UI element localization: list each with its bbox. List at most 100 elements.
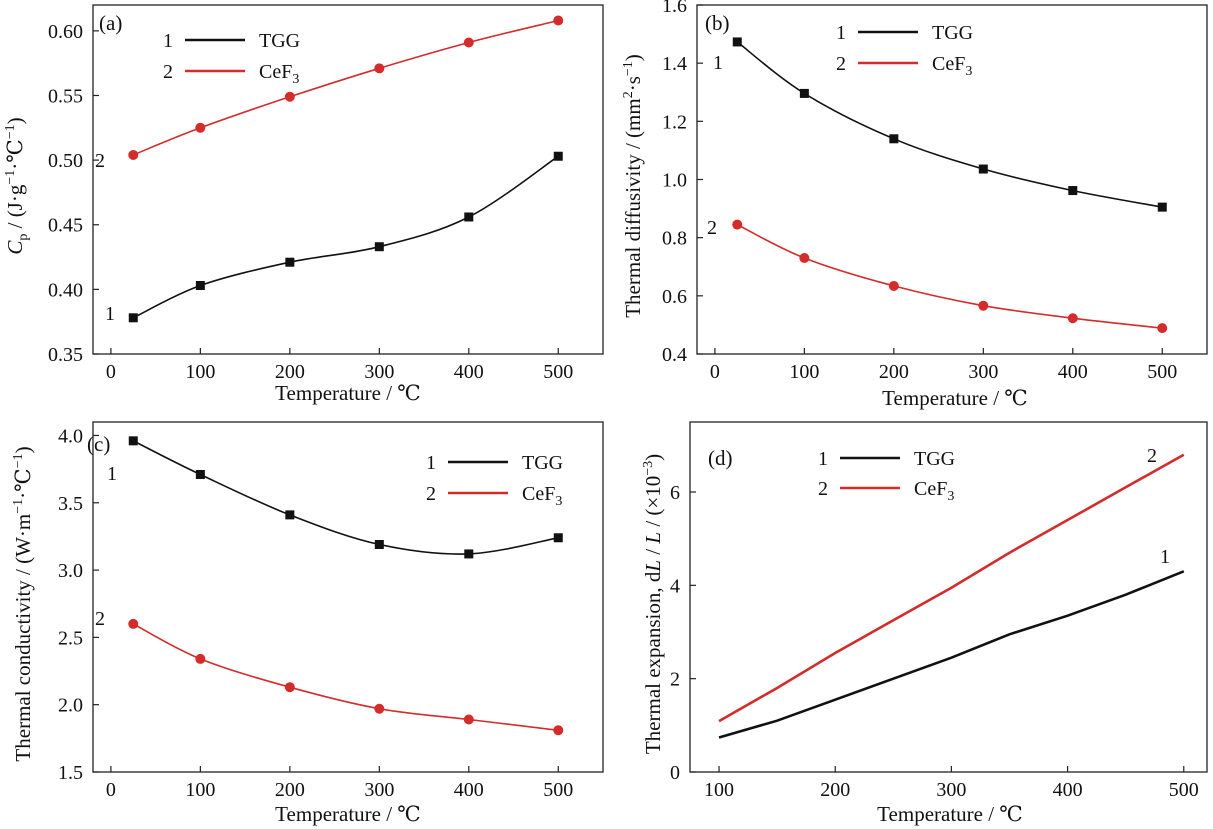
panel-b-legend-label-1: TGG xyxy=(932,22,973,44)
panel-b-legend: 1 TGG 2 CeF3 xyxy=(836,22,973,79)
panel-c-x-tick-label: 300 xyxy=(364,779,394,801)
panel-c-x-axis-label: Temperature / ℃ xyxy=(275,802,421,826)
panel-c-y-tick-label: 3.5 xyxy=(58,493,83,515)
panel-c-x-tick-label: 200 xyxy=(275,779,305,801)
panel-c-series-2-point xyxy=(284,682,295,693)
panel-d-tick-layer: 100 200 300 400 500 0 2 4 6 xyxy=(670,482,1199,801)
panel-b-series-2-point xyxy=(1157,323,1168,334)
panel-b-curve-label-1: 1 xyxy=(713,52,723,74)
panel-c-y-tick-label: 1.5 xyxy=(58,762,83,784)
panel-d-legend-number-2: 2 xyxy=(818,478,828,500)
panel-d-plot-frame xyxy=(689,421,1208,773)
panel-a-legend-label-2: CeF3 xyxy=(259,61,299,87)
panel-b-series-1-point xyxy=(1068,186,1078,196)
panel-b-y-tick-label: 1.4 xyxy=(662,53,687,75)
panel-c-legend-label-2: CeF3 xyxy=(522,483,562,509)
panel-c-series-2-point xyxy=(374,703,385,714)
panel-b-series-1-point xyxy=(799,88,809,98)
panel-c-curve-label-1: 1 xyxy=(107,463,117,485)
panel-c-series-1-point xyxy=(553,533,563,543)
panel-b-series-1-point xyxy=(889,134,899,144)
panel-b-series-2-point xyxy=(888,280,899,291)
panel-a-y-axis-label: Cp / (J·g−1·℃−1) xyxy=(3,117,31,254)
panel-a: 12 0 100 200 300 400 5000.350.400.450.500.550… xyxy=(3,4,604,405)
panel-d-legend: 1 TGG 2 CeF3 xyxy=(818,448,955,504)
panel-d-y-axis-label: Thermal expansion, dL / L / (×10−3) xyxy=(641,454,665,754)
panel-c-curve-label-2: 2 xyxy=(95,608,105,630)
panel-b-legend-label-2: CeF3 xyxy=(932,53,972,79)
panel-d-y-tick-label: 0 xyxy=(670,762,680,784)
panel-a-plot-frame xyxy=(92,4,604,355)
panel-b-x-tick-label: 0 xyxy=(710,361,720,383)
panel-b-series-2-point xyxy=(799,253,810,264)
panel-c-x-tick-label: 0 xyxy=(106,779,116,801)
panel-d-legend-label-1: TGG xyxy=(914,448,955,470)
panel-b-x-tick-label: 100 xyxy=(789,361,819,383)
panel-c-series-2-point xyxy=(128,618,139,629)
panel-c-frame-layer xyxy=(92,421,604,773)
panel-d-frame-layer xyxy=(689,421,1208,773)
panel-c-series-2-point xyxy=(195,653,206,664)
panel-b-y-tick-label: 1.0 xyxy=(662,170,687,192)
panel-d-curve-label-1: 1 xyxy=(1160,546,1170,568)
panel-a-series-1-point xyxy=(464,212,474,222)
panel-b-legend-number-2: 2 xyxy=(836,53,846,75)
panel-a-frame-layer xyxy=(92,4,604,355)
panel-a-series-2-point xyxy=(463,37,474,48)
panel-a-series-1-line xyxy=(132,155,559,319)
panel-a-y-tick-label: 0.40 xyxy=(48,279,83,301)
panel-b-y-axis-label: Thermal diffusivity / (mm2·s−1) xyxy=(621,54,645,318)
panel-c-x-tick-label: 500 xyxy=(543,779,573,801)
panel-b-tick-layer: 0 100 200 300 400 500 0.4 0.6 0.8 1.0 1.2 1.4 1.6 xyxy=(662,0,1177,383)
panel-d-legend-label-2: CeF3 xyxy=(914,478,954,504)
panel-b-x-tick-label: 300 xyxy=(968,361,998,383)
panel-b-x-tick-label: 200 xyxy=(879,361,909,383)
panel-c-x-tick-label: 100 xyxy=(185,779,215,801)
panel-c-y-tick-label: 2.5 xyxy=(58,627,83,649)
panel-d-series-1-line xyxy=(718,570,1185,739)
panel-a-y-tick-label: 0.60 xyxy=(48,21,83,43)
panel-a-series-2-point xyxy=(128,149,139,160)
panel-a-curve-label-1: 1 xyxy=(105,303,115,325)
panel-c-series-2-line xyxy=(132,623,559,732)
panel-a-x-tick-label: 500 xyxy=(543,361,573,383)
panel-a-legend-number-1: 1 xyxy=(163,30,173,52)
panel-b-series-2-point xyxy=(978,300,989,311)
panel-a-x-tick-label: 200 xyxy=(275,361,305,383)
panel-d-y-tick-label: 2 xyxy=(670,669,680,691)
panel-b: 12 0 100 200 300 400 5000.40.60.81.01.21.41.6… xyxy=(621,0,1208,410)
panel-d-y-tick-label: 4 xyxy=(670,575,680,597)
panel-a-y-tick-label: 0.45 xyxy=(48,215,83,237)
panel-b-series-2-line xyxy=(736,223,1163,329)
panel-c-series-1-line xyxy=(132,440,559,555)
panel-a-curve-label-2: 2 xyxy=(95,150,105,172)
panel-d-x-tick-label: 300 xyxy=(936,779,966,801)
panel-c-y-tick-label: 4.0 xyxy=(58,425,83,447)
panel-d-series-2-line xyxy=(718,453,1185,723)
panel-d-x-tick-label: 400 xyxy=(1053,779,1083,801)
panel-d-x-tick-label: 100 xyxy=(704,779,734,801)
panel-c-tick-layer: 0 100 200 300 400 500 1.5 2.0 2.5 3.0 3.5 4.0 xyxy=(58,425,573,801)
panel-a-series-1-point xyxy=(285,257,295,267)
panel-a-series-1-point xyxy=(374,242,384,252)
panel-a-x-tick-label: 0 xyxy=(106,361,116,383)
panel-c-y-axis-label: Thermal conductivity / (W·m−1·℃−1) xyxy=(11,446,35,761)
panel-c-y-tick-label: 3.0 xyxy=(58,560,83,582)
panel-d-curve-label-2: 2 xyxy=(1147,445,1157,467)
panel-b-series-1-point xyxy=(732,37,742,47)
panel-b-y-tick-label: 1.2 xyxy=(662,111,687,133)
panel-a-legend: 1 TGG 2 CeF3 xyxy=(163,30,300,87)
panel-c-series-2-point xyxy=(463,714,474,725)
panel-c-series-1-point xyxy=(374,540,384,549)
panel-a-series-2-point xyxy=(553,15,564,26)
panel-a-series-1-point xyxy=(553,151,563,161)
panel-a-x-tick-label: 300 xyxy=(364,361,394,383)
panel-c-legend-number-2: 2 xyxy=(426,483,436,505)
panel-c-series-1-point xyxy=(464,549,474,559)
panel-c-series-1-point xyxy=(285,510,295,520)
panel-c-series-2-point xyxy=(553,725,564,736)
panel-d-tag: (d) xyxy=(708,446,733,470)
panel-c-legend-label-1: TGG xyxy=(522,452,563,474)
